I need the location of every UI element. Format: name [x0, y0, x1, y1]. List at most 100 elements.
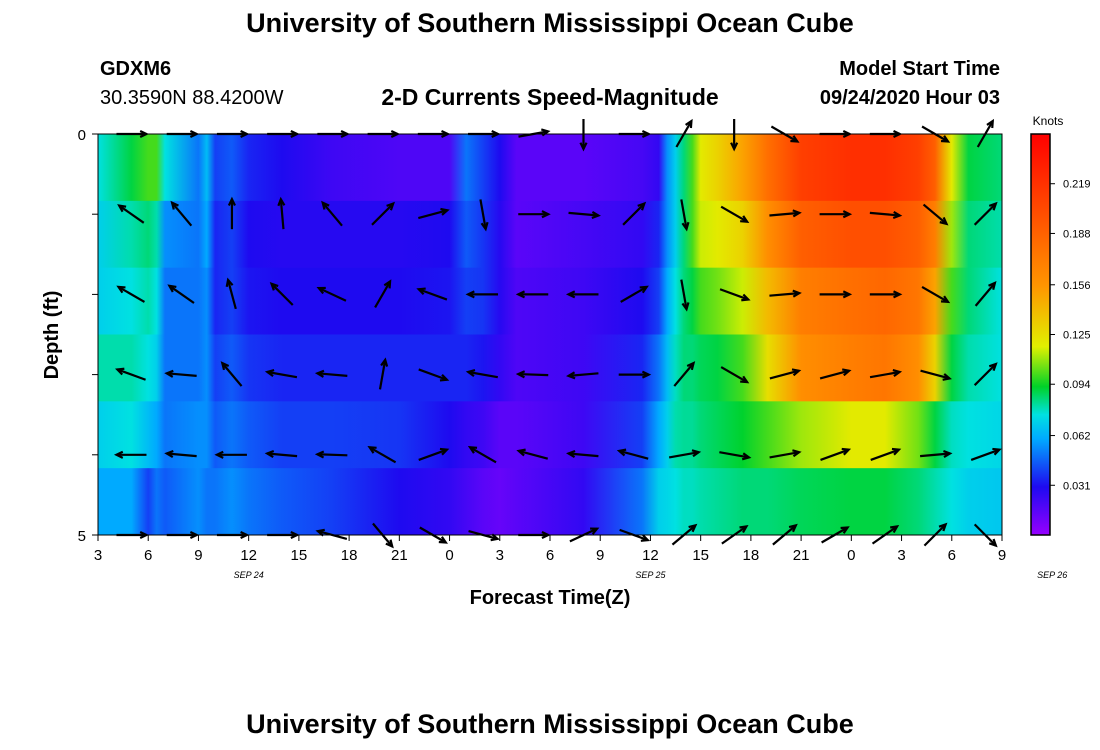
date-label: SEP 25: [635, 570, 666, 580]
vector-head: [314, 450, 325, 459]
vector-shaft: [769, 211, 800, 217]
x-tick-label: 21: [391, 547, 408, 564]
vector-shaft: [919, 452, 951, 458]
vector-head: [740, 375, 750, 384]
colorbar-tick-label: 0.219: [1063, 179, 1091, 191]
depth-layer: [98, 334, 1002, 402]
vector-shaft: [819, 369, 850, 380]
vector-head: [841, 447, 852, 456]
vector-shaft: [568, 452, 599, 458]
model-start-value: 09/24/2020 Hour 03: [819, 87, 1000, 109]
current-vector: [418, 447, 450, 461]
vector-head: [416, 287, 426, 296]
footer-title: University of Southern Mississippi Ocean…: [246, 709, 854, 739]
vector-shaft: [680, 279, 688, 310]
colorbar-tick-label: 0.156: [1063, 280, 1091, 292]
vector-head: [316, 286, 326, 295]
vector-shaft: [166, 372, 197, 378]
current-vector: [316, 286, 347, 302]
current-vector: [869, 369, 903, 379]
depth-layer: [98, 267, 1002, 336]
vector-head: [893, 290, 903, 299]
current-vector: [819, 210, 853, 219]
colorbar-tick-label: 0.031: [1063, 480, 1091, 492]
vector-head: [385, 539, 394, 549]
vector-shaft: [117, 285, 146, 303]
vector-shaft: [518, 372, 549, 377]
vector-head: [938, 522, 948, 532]
current-vector: [720, 366, 750, 384]
current-vector: [566, 371, 599, 380]
vector-head: [438, 536, 448, 544]
current-vector: [819, 368, 852, 380]
x-tick-label: 0: [445, 547, 453, 564]
x-tick-label: 21: [793, 547, 810, 564]
current-vector: [565, 290, 599, 299]
x-tick-label: 18: [743, 547, 760, 564]
current-vector: [418, 207, 450, 220]
vector-head: [277, 196, 286, 207]
vector-head: [264, 449, 275, 459]
station-id: GDXM6: [100, 58, 172, 80]
vector-head: [841, 368, 852, 377]
colorbar-ticks: 0.031 0.062 0.094 0.125 0.156 0.188 0.219: [1050, 179, 1091, 492]
vector-head: [686, 361, 696, 371]
vector-head: [988, 362, 998, 371]
current-vector: [225, 277, 237, 310]
current-vector: [568, 210, 601, 220]
vector-head: [740, 215, 750, 223]
vector-shaft: [769, 369, 800, 380]
vector-shaft: [720, 366, 748, 384]
vector-head: [225, 277, 234, 287]
current-vector: [314, 369, 348, 378]
current-vector: [371, 201, 395, 226]
colorbar: [1030, 133, 1051, 536]
current-vector: [314, 450, 348, 459]
current-vector: [465, 369, 499, 379]
x-tick-label: 15: [291, 547, 308, 564]
vector-shaft: [479, 199, 487, 230]
vector-head: [988, 538, 998, 548]
current-vector: [720, 205, 750, 223]
current-vector: [269, 282, 294, 306]
colorbar-tick-label: 0.094: [1063, 379, 1091, 391]
vector-shaft: [418, 368, 448, 381]
vector-head: [269, 282, 279, 291]
current-vector: [919, 449, 953, 459]
vector-shaft: [970, 448, 1000, 461]
current-vector: [367, 446, 397, 464]
current-vector: [518, 210, 551, 219]
current-vector: [673, 361, 696, 387]
current-vector: [515, 290, 549, 299]
current-vector: [970, 447, 1002, 461]
x-axis-label: Forecast Time(Z): [470, 587, 631, 609]
vector-shaft: [974, 282, 996, 307]
vector-shaft: [118, 204, 145, 224]
vector-shaft: [620, 285, 648, 303]
vector-head: [315, 528, 325, 537]
vector-shaft: [973, 202, 997, 226]
vector-head: [167, 284, 177, 293]
current-vector: [921, 285, 951, 304]
vector-head: [790, 135, 800, 143]
vector-shaft: [769, 291, 800, 297]
vector-head: [681, 221, 690, 232]
date-label: SEP 26: [1037, 570, 1067, 580]
vector-shaft: [622, 202, 646, 226]
vector-head: [939, 217, 949, 226]
vector-head: [490, 533, 500, 542]
vector-shaft: [922, 203, 948, 225]
current-vector: [214, 450, 247, 459]
vector-shaft: [680, 199, 688, 230]
colorbar-tick-label: 0.062: [1063, 431, 1091, 443]
vector-shaft: [321, 202, 343, 227]
vector-shaft: [418, 288, 448, 301]
current-vector: [618, 370, 652, 379]
vector-head: [739, 524, 749, 534]
colorbar-unit: Knots: [1033, 114, 1064, 128]
current-vector: [164, 449, 197, 459]
x-tick-label: 9: [998, 547, 1006, 564]
vector-head: [943, 449, 953, 459]
vector-head: [992, 447, 1002, 456]
current-vector: [719, 288, 751, 302]
